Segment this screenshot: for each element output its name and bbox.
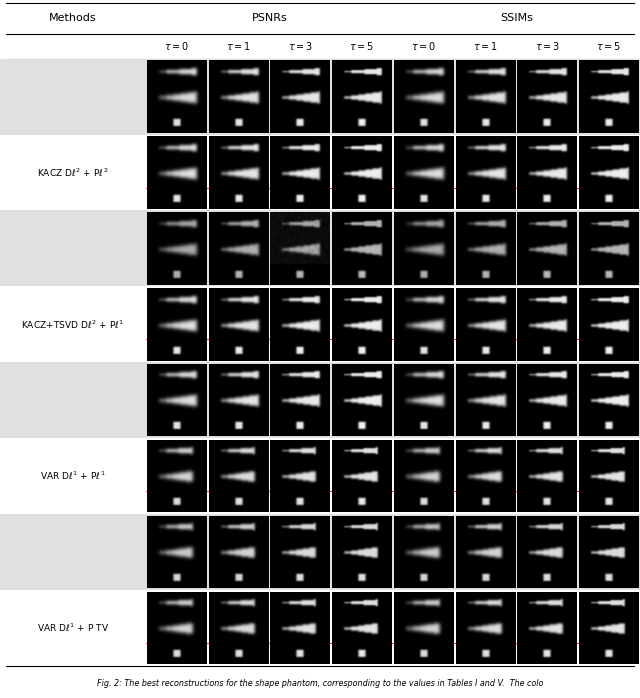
Text: Methods: Methods — [49, 13, 97, 23]
Text: KACZ D$\ell^2$ + P($\ell^1$+$\ell^2$): KACZ D$\ell^2$ + P($\ell^1$+$\ell^2$) — [26, 394, 120, 407]
Text: $\tau=3$: $\tau=3$ — [288, 40, 313, 52]
Text: $\tau=0$: $\tau=0$ — [411, 40, 436, 52]
Text: KACZ D$\ell^2$ + P$\ell^1$: KACZ D$\ell^2$ + P$\ell^1$ — [37, 242, 109, 255]
Text: $\tau=3$: $\tau=3$ — [535, 40, 560, 52]
Text: VAR D$\ell^1$ + P TV: VAR D$\ell^1$ + P TV — [37, 622, 109, 634]
Text: VAR D$\ell^1$ + P$\ell^2$: VAR D$\ell^1$ + P$\ell^2$ — [40, 546, 106, 558]
Text: $\tau=0$: $\tau=0$ — [164, 40, 189, 52]
Text: $\tau=5$: $\tau=5$ — [349, 40, 374, 52]
Text: SSIMs: SSIMs — [500, 13, 533, 23]
Text: $\tau=1$: $\tau=1$ — [473, 40, 498, 52]
Text: DIP D$\ell^1$ + P-: DIP D$\ell^1$ + P- — [44, 90, 102, 103]
Text: $\tau=5$: $\tau=5$ — [596, 40, 621, 52]
Text: PSNRs: PSNRs — [252, 13, 287, 23]
Text: KACZ D$\ell^2$ + P$\ell^2$: KACZ D$\ell^2$ + P$\ell^2$ — [37, 166, 109, 179]
Text: VAR D$\ell^1$ + P$\ell^1$: VAR D$\ell^1$ + P$\ell^1$ — [40, 470, 106, 482]
Text: $\tau=1$: $\tau=1$ — [226, 40, 251, 52]
Text: KACZ+TSVD D$\ell^2$ + P$\ell^1$: KACZ+TSVD D$\ell^2$ + P$\ell^1$ — [21, 318, 125, 331]
Text: Fig. 2: The best reconstructions for the shape phantom, corresponding to the val: Fig. 2: The best reconstructions for the… — [97, 679, 543, 688]
